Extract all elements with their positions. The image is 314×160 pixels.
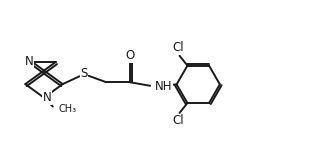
- Text: NH: NH: [155, 80, 172, 93]
- Text: N: N: [43, 91, 51, 104]
- Text: CH₃: CH₃: [59, 104, 77, 114]
- Text: S: S: [80, 67, 88, 80]
- Text: Cl: Cl: [173, 114, 184, 127]
- Text: Cl: Cl: [173, 41, 184, 54]
- Text: O: O: [125, 49, 134, 62]
- Text: N: N: [25, 55, 34, 68]
